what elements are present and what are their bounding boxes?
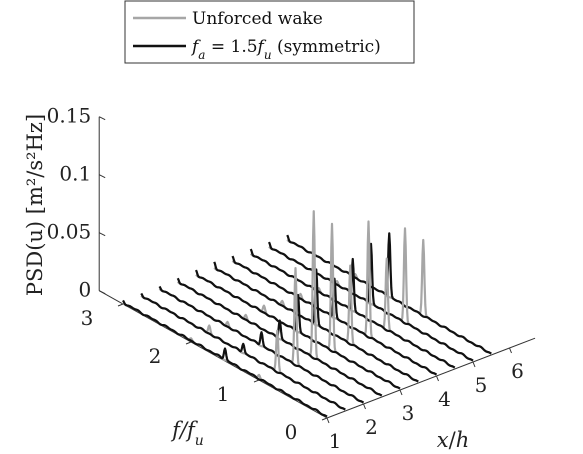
x-tick-mark — [509, 347, 512, 354]
x-tick-label: 1 — [329, 429, 342, 453]
x-tick-label: 5 — [475, 373, 488, 397]
x-tick-mark — [436, 375, 439, 382]
x-tick-label: 6 — [511, 359, 524, 383]
series-line — [286, 232, 492, 355]
f-axis-label: f/fu — [170, 418, 204, 449]
f-tick-label: 1 — [217, 382, 230, 406]
series-line — [231, 255, 438, 376]
y-tick-label: 0.05 — [47, 220, 92, 244]
x-tick-label: 4 — [438, 387, 451, 411]
x-tick-label: 3 — [402, 401, 415, 425]
y-tick-mark — [98, 290, 106, 295]
series-line — [176, 277, 383, 397]
f-tick-label: 0 — [285, 420, 298, 444]
legend: Unforced wake fa = 1.5fu (symmetric) — [124, 0, 415, 64]
f-tick-label: 2 — [149, 344, 162, 368]
x-tick-mark — [326, 417, 330, 424]
f-tick-mark — [117, 303, 124, 307]
y-axis-label: PSD(u) [m²/s²Hz] — [23, 114, 47, 296]
series-line — [249, 248, 456, 369]
label-layer: PSD(u) [m²/s²Hz] f/fu x/h — [23, 114, 469, 452]
y-tick-label: 0.1 — [59, 162, 91, 186]
x-tick-mark — [472, 361, 476, 368]
y-tick-mark — [98, 232, 106, 237]
series-line — [158, 285, 365, 404]
x-axis-label: x/h — [437, 428, 469, 452]
f-tick-mark — [253, 379, 260, 383]
f-tick-label: 3 — [81, 306, 94, 330]
series-line — [194, 269, 401, 390]
series-line — [267, 241, 474, 362]
series-line — [213, 261, 419, 383]
x-tick-mark — [399, 389, 403, 396]
y-tick-mark — [98, 116, 106, 121]
legend-label-forced: fa = 1.5fu (symmetric) — [190, 37, 381, 62]
x-axis-line — [326, 337, 536, 419]
f-tick-mark — [321, 417, 328, 421]
legend-box — [124, 0, 415, 64]
y-tick-label: 0.15 — [47, 104, 92, 128]
f-tick-mark — [185, 341, 192, 345]
x-tick-mark — [363, 403, 366, 410]
legend-label-unforced: Unforced wake — [192, 9, 323, 29]
x-tick-label: 2 — [365, 415, 378, 439]
series-layer — [122, 210, 492, 418]
series-line — [122, 299, 328, 418]
y-tick-mark — [98, 174, 106, 179]
y-tick-label: 0 — [78, 278, 91, 302]
series-line — [140, 292, 346, 411]
